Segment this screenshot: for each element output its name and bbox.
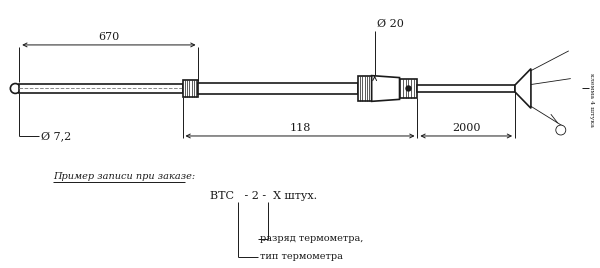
Text: Ø 7,2: Ø 7,2	[41, 131, 71, 141]
Text: клемма 4 штука: клемма 4 штука	[589, 73, 594, 127]
Bar	[358, 76, 371, 101]
Bar	[19, 84, 182, 94]
Text: 2000: 2000	[452, 123, 481, 133]
Circle shape	[556, 125, 566, 135]
Text: Ø 20: Ø 20	[377, 19, 404, 29]
Bar	[418, 85, 515, 92]
Text: 118: 118	[289, 123, 311, 133]
Circle shape	[406, 86, 411, 91]
Text: Пример записи при заказе:: Пример записи при заказе:	[53, 172, 195, 181]
Polygon shape	[371, 76, 400, 101]
Text: тип термометра: тип термометра	[260, 252, 343, 261]
Ellipse shape	[10, 84, 20, 94]
Text: ВТС   - 2 -  X штух.: ВТС - 2 - X штух.	[211, 191, 317, 201]
Bar	[182, 80, 199, 97]
Text: разряд термометра,: разряд термометра,	[260, 234, 364, 243]
Text: 670: 670	[98, 32, 119, 42]
Polygon shape	[515, 69, 531, 108]
Bar	[400, 79, 418, 98]
Bar	[199, 83, 358, 94]
